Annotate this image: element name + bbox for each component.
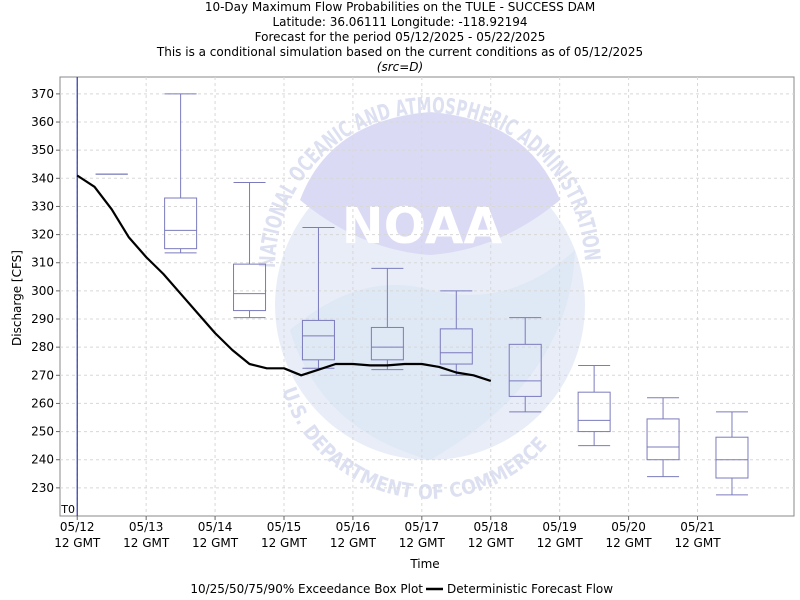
box-plot bbox=[370, 267, 404, 371]
x-axis: 05/12 12 GMT 05/13 12 GMT 05/14 12 GMT 05/15 12… bbox=[54, 516, 721, 550]
t0-marker: T0 bbox=[60, 77, 78, 516]
y-tick-label: 310 bbox=[31, 256, 54, 270]
x-tick-label-date: 05/13 bbox=[129, 520, 164, 534]
legend-box-label: 10/25/50/75/90% Exceedance Box Plot bbox=[190, 582, 423, 596]
x-tick-label-date: 05/17 bbox=[405, 520, 440, 534]
chart-title-line-1: 10-Day Maximum Flow Probabilities on the… bbox=[204, 0, 596, 14]
y-tick-label: 300 bbox=[31, 284, 54, 298]
y-tick-label: 280 bbox=[31, 340, 54, 354]
y-tick-label: 290 bbox=[31, 312, 54, 326]
y-tick-label: 360 bbox=[31, 115, 54, 129]
x-tick-label-time: 12 GMT bbox=[54, 536, 101, 550]
x-tick-label-date: 05/12 bbox=[60, 520, 95, 534]
y-tick-label: 340 bbox=[31, 171, 54, 185]
box-iqr bbox=[577, 391, 611, 433]
t0-label: T0 bbox=[60, 503, 75, 516]
chart-title-line-3: Forecast for the period 05/12/2025 - 05/… bbox=[254, 30, 546, 44]
y-axis: 230 240 250 260 270 280 290 300 310 320 330 340 350 3… bbox=[31, 87, 60, 495]
x-tick-label-time: 12 GMT bbox=[399, 536, 446, 550]
box-plot bbox=[577, 364, 611, 447]
y-tick-label: 250 bbox=[31, 425, 54, 439]
x-tick-label-date: 05/19 bbox=[542, 520, 577, 534]
box-iqr bbox=[508, 343, 542, 397]
x-tick-label-time: 12 GMT bbox=[330, 536, 377, 550]
chart-title-line-4: This is a conditional simulation based o… bbox=[156, 45, 644, 59]
x-tick-label-date: 05/20 bbox=[611, 520, 646, 534]
x-tick-label-date: 05/16 bbox=[336, 520, 371, 534]
x-tick-label-time: 12 GMT bbox=[606, 536, 653, 550]
chart-title-block: 10-Day Maximum Flow Probabilities on the… bbox=[0, 0, 800, 75]
watermark-wave-shape bbox=[290, 250, 575, 460]
box-iqr bbox=[370, 326, 404, 361]
watermark-bird-shape bbox=[300, 112, 560, 255]
box-plot bbox=[646, 397, 680, 478]
deterministic-flow-line bbox=[76, 174, 492, 382]
x-tick-label-date: 05/21 bbox=[680, 520, 715, 534]
x-tick-label-date: 05/18 bbox=[473, 520, 508, 534]
x-tick-label-time: 12 GMT bbox=[468, 536, 515, 550]
y-tick-label: 260 bbox=[31, 396, 54, 410]
x-tick-label-time: 12 GMT bbox=[261, 536, 308, 550]
y-tick-label: 330 bbox=[31, 199, 54, 213]
legend-line-label: Deterministic Forecast Flow bbox=[447, 582, 613, 596]
y-axis-title: Discharge [CFS] bbox=[10, 250, 24, 346]
chart-title-line-2: Latitude: 36.06111 Longitude: -118.92194 bbox=[272, 15, 528, 29]
box-iqr bbox=[715, 436, 749, 479]
box-plot bbox=[233, 182, 267, 319]
box-iqr bbox=[164, 197, 198, 250]
box-plot bbox=[164, 93, 198, 254]
y-tick-label: 350 bbox=[31, 143, 54, 157]
box-plots bbox=[95, 93, 749, 496]
chart-source-note: (src=D) bbox=[376, 60, 424, 74]
x-tick-label-date: 05/14 bbox=[198, 520, 233, 534]
x-tick-label-time: 12 GMT bbox=[674, 536, 721, 550]
x-tick-label-time: 12 GMT bbox=[192, 536, 239, 550]
box-plot bbox=[301, 227, 335, 369]
y-tick-label: 230 bbox=[31, 481, 54, 495]
box-iqr bbox=[646, 418, 680, 461]
box-iqr bbox=[233, 263, 267, 312]
y-tick-label: 370 bbox=[31, 87, 54, 101]
y-tick-label: 270 bbox=[31, 368, 54, 382]
box-iqr bbox=[439, 328, 473, 365]
box-plot bbox=[439, 290, 473, 376]
box-plot bbox=[508, 317, 542, 413]
y-tick-label: 320 bbox=[31, 228, 54, 242]
x-tick-label-time: 12 GMT bbox=[123, 536, 170, 550]
x-tick-label-date: 05/15 bbox=[267, 520, 302, 534]
legend: 10/25/50/75/90% Exceedance Box Plot Dete… bbox=[190, 582, 613, 596]
deterministic-series bbox=[76, 174, 492, 382]
box-iqr bbox=[301, 319, 335, 361]
box-plot bbox=[715, 411, 749, 496]
x-tick-label-time: 12 GMT bbox=[537, 536, 584, 550]
y-tick-label: 240 bbox=[31, 453, 54, 467]
x-axis-title: Time bbox=[409, 557, 439, 571]
